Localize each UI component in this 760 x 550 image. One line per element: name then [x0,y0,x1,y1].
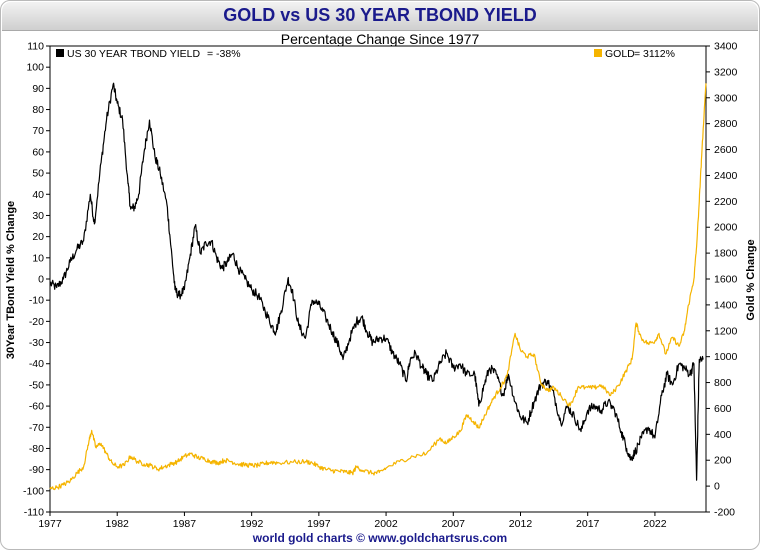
left-tick-label: 20 [32,231,44,243]
series-group [49,82,707,491]
left-tick-label: -100 [23,485,44,497]
x-tick-label: 2017 [576,518,600,530]
right-tick-label: 2800 [714,118,738,130]
right-tick-label: 600 [714,403,732,415]
left-tick-label: -10 [29,295,44,307]
left-tick-label: 60 [32,146,44,158]
left-tick-label: 30 [32,210,44,222]
right-tick-label: 200 [714,455,732,467]
legend-gold: GOLD = 3112% [594,48,675,60]
right-tick-label: 2600 [714,144,738,156]
left-tick-label: 10 [32,252,44,264]
left-tick-label: -50 [29,379,44,391]
left-tick-label: 110 [27,41,44,53]
legend-gold-name: GOLD [605,48,635,60]
right-tick-label: 3000 [714,92,738,104]
right-tick-label: 2400 [714,170,738,182]
x-tick-label: 1982 [106,518,130,530]
x-tick-label: 1987 [173,518,197,530]
left-tick-label: -60 [29,401,44,413]
chart-subtitle: Percentage Change Since 1977 [281,31,480,47]
right-axis-ticks: 3400320030002800260024002200200018001600… [706,41,738,519]
left-tick-label: -110 [24,507,44,519]
legend-tbond-value: = -38% [207,48,241,60]
legend-tbond: US 30 YEAR TBOND YIELD = -38% [56,48,241,60]
left-axis-label: 30Year TBond Yield % Change [5,201,17,359]
left-tick-label: -20 [29,316,44,328]
right-tick-label: 2000 [714,222,738,234]
right-tick-label: 3400 [714,41,738,53]
left-tick-label: -30 [29,337,44,349]
right-axis-label: Gold % Change [745,239,757,320]
x-tick-label: 2007 [442,518,466,530]
right-tick-label: -200 [714,507,735,519]
right-tick-label: 3200 [714,66,738,78]
x-tick-label: 1992 [240,518,264,530]
left-tick-label: 70 [32,125,44,137]
right-tick-label: 1600 [714,274,738,286]
right-tick-label: 0 [714,481,720,493]
chart-title: GOLD vs US 30 YEAR TBOND YIELD [223,5,537,25]
legend-tbond-swatch [56,49,64,57]
right-tick-label: 1000 [714,351,738,363]
left-tick-label: -40 [29,358,44,370]
left-tick-label: 40 [32,189,44,201]
left-tick-label: 80 [32,104,44,116]
right-tick-label: 2200 [714,196,738,208]
x-tick-label: 1997 [307,518,331,530]
right-tick-label: 1400 [714,299,738,311]
gold-series-line [49,83,707,491]
plot-area [49,45,707,513]
x-tick-label: 2022 [643,518,667,530]
tbond-series-line [49,82,704,481]
left-tick-label: -70 [29,422,44,434]
left-tick-label: -80 [29,443,44,455]
x-tick-label: 1977 [38,518,62,530]
right-tick-label: 1800 [714,248,738,260]
left-axis-ticks: 1101009080706050403020100-10-20-30-40-50… [23,41,50,519]
left-tick-label: 50 [32,168,44,180]
footer-credit: world gold charts © www.goldchartsrus.co… [252,531,507,545]
right-tick-label: 1200 [714,325,738,337]
x-axis-ticks: 1977 1982 1987 1992 1997 2002 2007 2012 2017 2022 [38,512,667,530]
left-tick-label: 0 [38,274,44,286]
x-tick-label: 2002 [374,518,398,530]
left-tick-label: 90 [32,83,44,95]
right-tick-label: 400 [714,429,732,441]
left-tick-label: -90 [29,464,44,476]
right-tick-label: 800 [714,377,732,389]
legend-tbond-name: US 30 YEAR TBOND YIELD [67,48,200,60]
x-tick-label: 2012 [509,518,533,530]
title-bar: GOLD vs US 30 YEAR TBOND YIELD [2,2,758,31]
legend-gold-value: = 3112% [634,48,675,60]
legend-gold-swatch [594,49,602,57]
left-tick-label: 100 [26,62,44,74]
